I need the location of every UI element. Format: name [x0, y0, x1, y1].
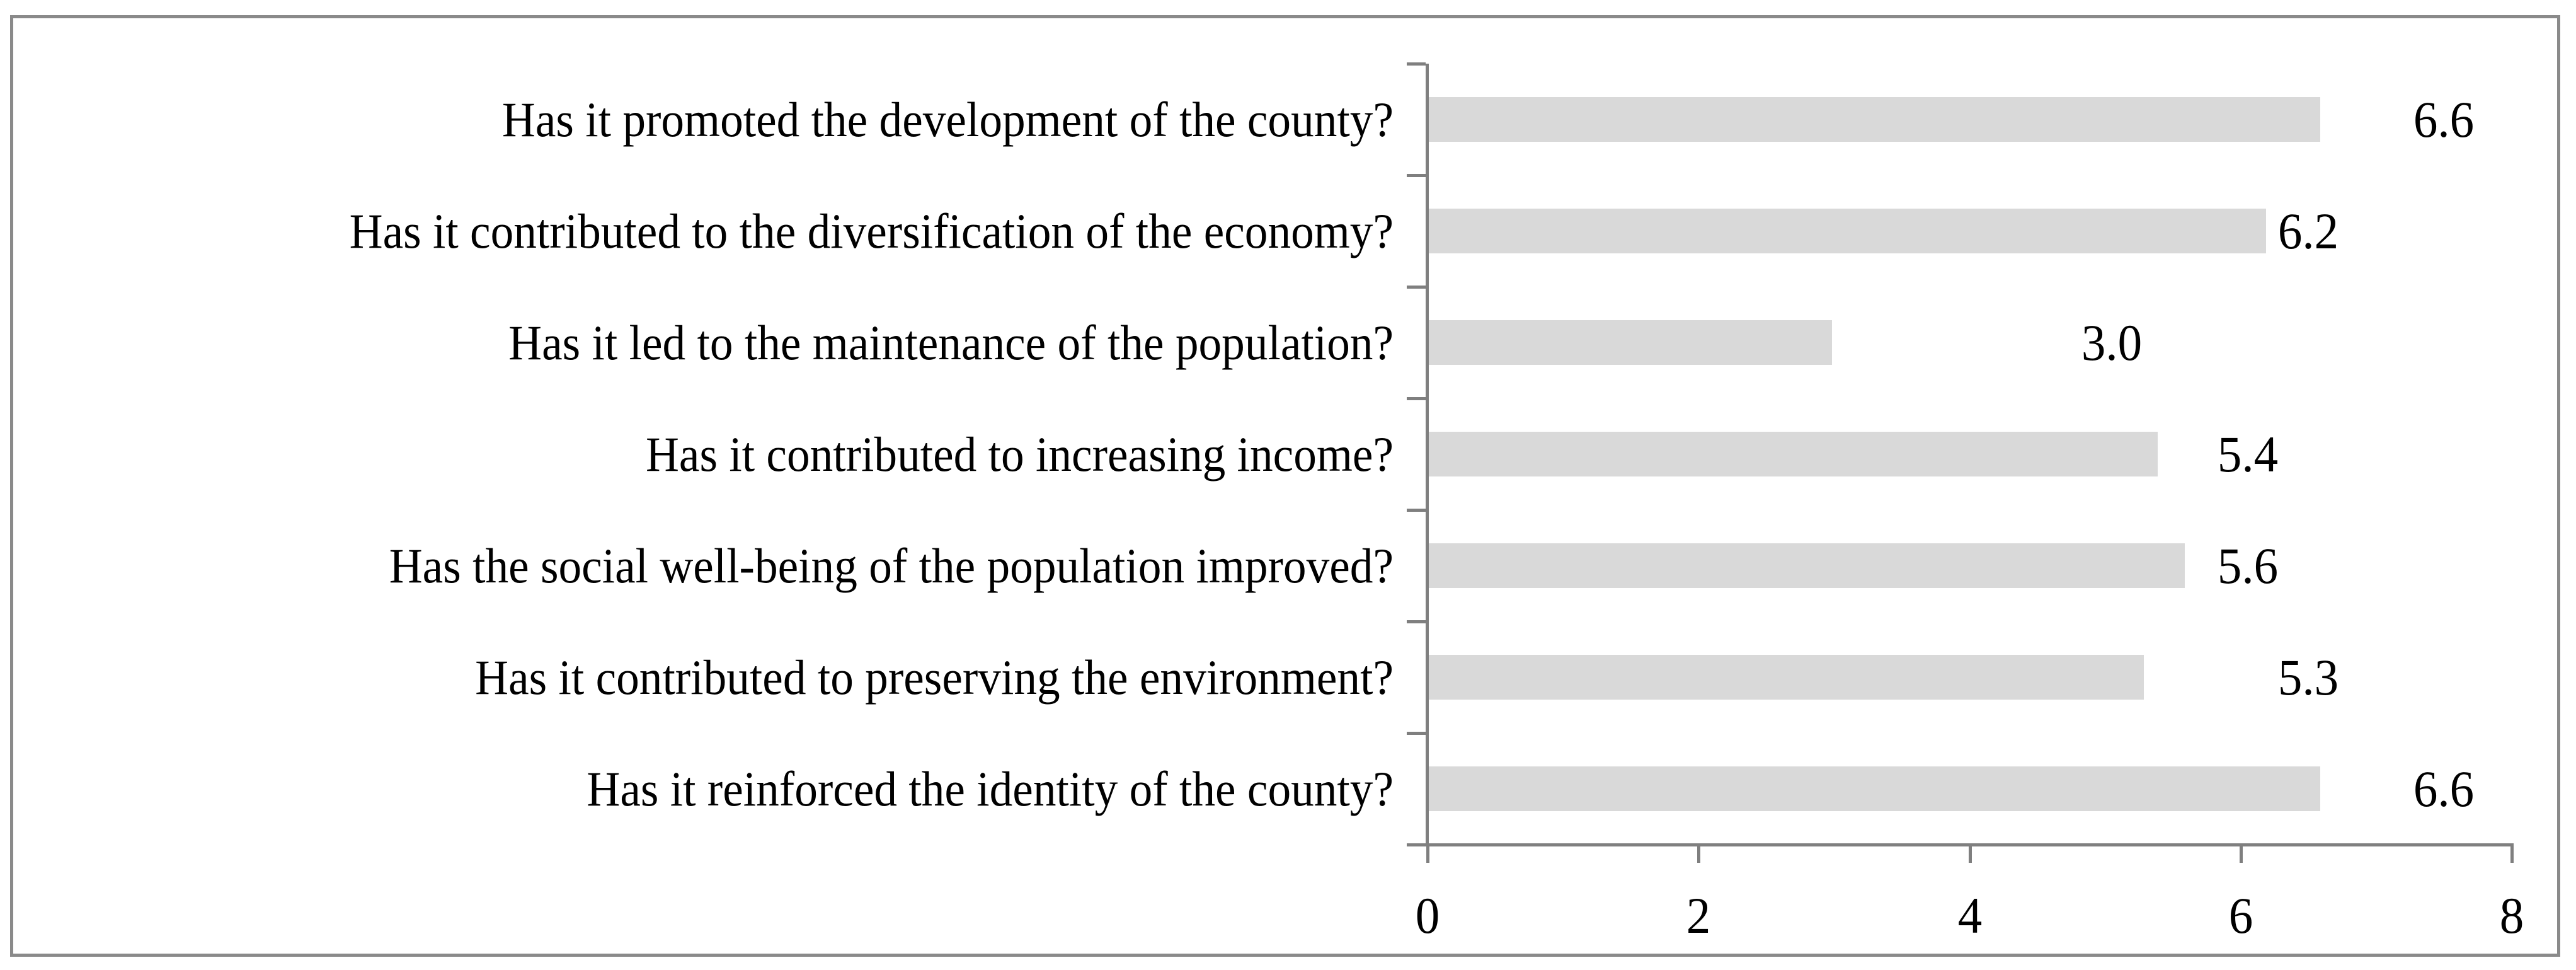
category-label: Has it contributed to the diversificatio… [349, 203, 1394, 258]
x-tick-label: 4 [1957, 887, 1982, 944]
x-tick-label: 6 [2228, 887, 2253, 944]
value-label: 6.6 [2413, 90, 2475, 148]
category-label: Has it reinforced the identity of the co… [587, 761, 1394, 816]
value-label: 3.0 [2081, 313, 2143, 371]
bar [1429, 97, 2320, 142]
y-axis-tick [1407, 843, 1426, 846]
category-label: Has it promoted the development of the c… [501, 91, 1394, 147]
x-axis-tick [2510, 846, 2514, 863]
bar [1429, 209, 2266, 253]
value-label: 5.6 [2217, 536, 2278, 594]
bar [1429, 320, 1832, 365]
y-axis-line [1426, 64, 1429, 846]
x-axis-tick [1968, 846, 1972, 863]
category-label: Has the social well-being of the populat… [389, 538, 1394, 593]
bar [1429, 766, 2320, 811]
x-tick-label: 8 [2499, 887, 2524, 944]
x-axis-tick [2239, 846, 2243, 863]
x-axis-line [1426, 843, 2514, 846]
value-label: 6.6 [2413, 759, 2475, 817]
y-axis-tick [1407, 397, 1426, 400]
x-axis-tick [1697, 846, 1701, 863]
y-axis-tick [1407, 732, 1426, 735]
x-axis-tick [1426, 846, 1429, 863]
y-axis-tick [1407, 509, 1426, 512]
x-tick-label: 0 [1415, 887, 1440, 944]
value-label: 6.2 [2278, 202, 2339, 260]
y-axis-tick [1407, 62, 1426, 66]
category-label: Has it contributed to increasing income? [645, 426, 1394, 482]
category-label: Has it contributed to preserving the env… [475, 649, 1394, 705]
y-axis-tick [1407, 286, 1426, 289]
category-label: Has it led to the maintenance of the pop… [508, 315, 1394, 370]
y-axis-tick [1407, 174, 1426, 177]
value-label: 5.3 [2278, 648, 2339, 706]
bar [1429, 432, 2158, 476]
value-label: 5.4 [2217, 425, 2278, 483]
x-tick-label: 2 [1686, 887, 1711, 944]
bar [1429, 655, 2144, 700]
bar [1429, 543, 2185, 588]
y-axis-tick [1407, 620, 1426, 623]
